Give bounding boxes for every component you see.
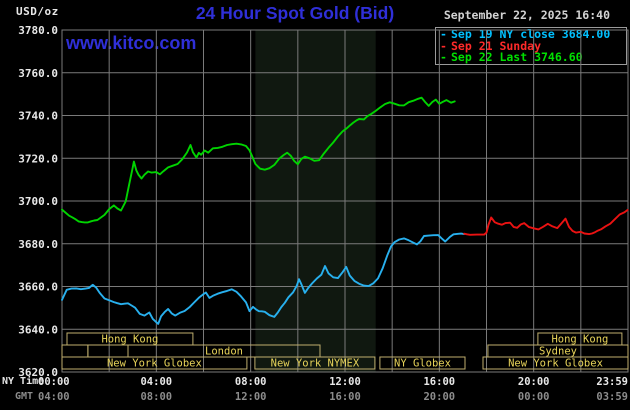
chart-title: 24 Hour Spot Gold (Bid) xyxy=(195,3,395,23)
y-tick-label: 3620.0 xyxy=(18,366,58,379)
x-tick-ny: 00:00 xyxy=(38,376,70,388)
x-tick-gmt: 08:00 xyxy=(140,391,172,403)
legend-box: - Sep 19 NY close 3684.00- Sep 21 Sunday - S… xyxy=(435,27,627,65)
session-label: New York NYMEX xyxy=(271,358,360,370)
price-line-sep-21-sunday xyxy=(463,209,629,236)
x-tick-gmt: 20:00 xyxy=(423,391,455,403)
session-label: London xyxy=(205,346,243,358)
x-tick-ny: 23:59 xyxy=(596,376,628,388)
legend-series-dash-icon: - xyxy=(440,38,447,53)
gmt-axis-label: GMT xyxy=(15,391,34,402)
x-tick-ny: 16:00 xyxy=(423,376,455,388)
y-tick-label: 3680.0 xyxy=(18,238,58,251)
legend-series-label: Sep 21 Sunday xyxy=(451,38,542,53)
timestamp: September 22, 2025 16:40 xyxy=(443,8,610,22)
legend-series-label: Sep 19 NY close 3684.00 xyxy=(451,27,611,41)
y-tick-label: 3640.0 xyxy=(18,323,58,336)
legend-item: - Sep 21 Sunday xyxy=(440,38,626,53)
session-box xyxy=(61,356,248,370)
session-label: New York Globex xyxy=(107,358,202,370)
session-box xyxy=(379,356,466,370)
legend-item: - Sep 19 NY close 3684.00 xyxy=(440,27,626,41)
x-tick-gmt: 00:00 xyxy=(518,391,550,403)
ny-time-axis-label: NY Time xyxy=(2,376,45,387)
y-tick-label: 3700.0 xyxy=(18,195,58,208)
session-label: Hong Kong xyxy=(101,334,158,346)
session-label: New York Globex xyxy=(508,358,603,370)
x-tick-ny: 04:00 xyxy=(140,376,172,388)
y-tick-label: 3660.0 xyxy=(18,281,58,294)
y-tick-label: 3780.0 xyxy=(18,24,58,37)
x-tick-ny: 08:00 xyxy=(235,376,267,388)
y-tick-label: 3720.0 xyxy=(18,152,58,165)
legend-series-dash-icon: - xyxy=(440,27,447,41)
y-tick-label: 3760.0 xyxy=(18,67,58,80)
session-label: Sydney xyxy=(539,346,577,358)
session-box xyxy=(254,356,376,370)
x-tick-gmt: 04:00 xyxy=(38,391,70,403)
x-tick-gmt: 16:00 xyxy=(329,391,361,403)
x-tick-ny: 20:00 xyxy=(518,376,550,388)
legend-series-dash-icon: - xyxy=(440,50,447,64)
session-label: NY Globex xyxy=(394,358,451,370)
session-box xyxy=(87,344,129,358)
x-tick-gmt: 03:59 xyxy=(596,391,628,403)
price-line-sep-22-last xyxy=(61,96,456,224)
plot-border xyxy=(61,29,629,373)
y-axis-unit-label: USD/oz xyxy=(16,5,59,18)
y-tick-label: 3740.0 xyxy=(18,110,58,123)
session-box xyxy=(61,344,89,358)
x-tick-gmt: 12:00 xyxy=(235,391,267,403)
session-box xyxy=(482,356,629,370)
legend-series-label: Sep 22 Last 3746.60 xyxy=(451,50,583,64)
session-label: Hong Kong xyxy=(551,334,608,346)
legend-item: - Sep 22 Last 3746.60 xyxy=(440,50,626,64)
kitco-watermark-link[interactable]: www.kitco.com xyxy=(66,33,197,53)
price-line-sep-19-ny-close xyxy=(61,232,466,325)
x-tick-ny: 12:00 xyxy=(329,376,361,388)
